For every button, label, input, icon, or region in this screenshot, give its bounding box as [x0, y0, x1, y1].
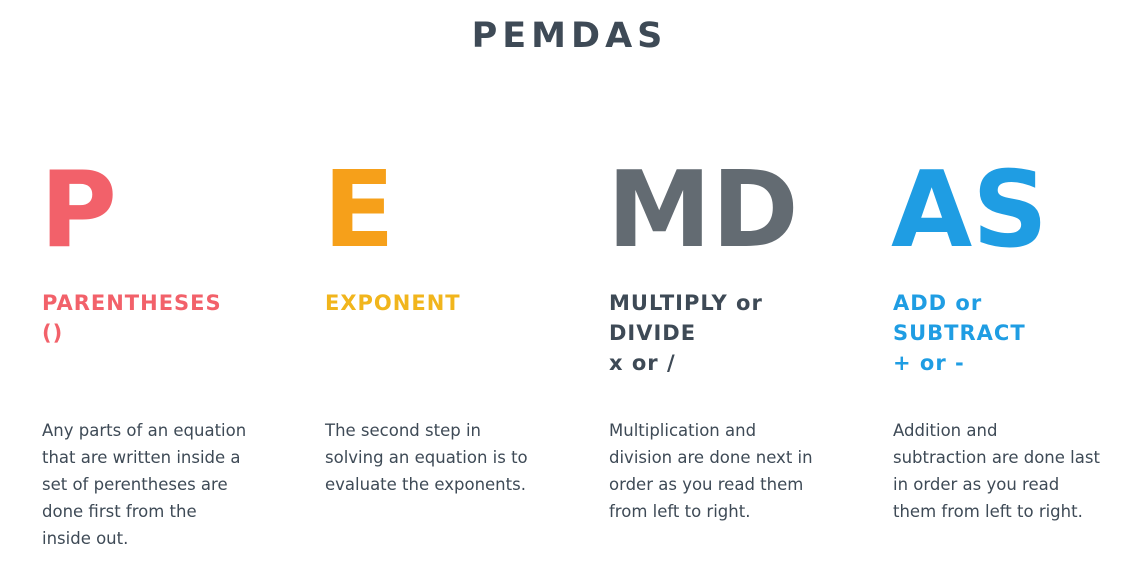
- multiply-divide-letters: MD: [607, 149, 799, 271]
- parentheses-letter: P: [40, 149, 117, 271]
- exponent-description: The second step in solving an equation i…: [325, 421, 528, 494]
- page-title: PEMDAS: [471, 16, 668, 56]
- exponent-letter: E: [323, 149, 395, 271]
- multiply-divide-description: Multiplication and division are done nex…: [609, 421, 813, 521]
- add-subtract-letters: AS: [891, 149, 1048, 271]
- exponent-column: E EXPONENT The second step in solving an…: [323, 149, 593, 495]
- exponent-heading: EXPONENT: [325, 291, 461, 315]
- parentheses-description: Any parts of an equation that are writte…: [42, 421, 247, 548]
- multiply-divide-column: MD MULTIPLY or DIVIDE x or / Multiplicat…: [607, 149, 877, 522]
- add-subtract-heading: ADD or SUBTRACT + or -: [893, 291, 1026, 375]
- parentheses-heading: PARENTHESES (): [42, 291, 222, 345]
- parentheses-column: P PARENTHESES () Any parts of an equatio…: [40, 149, 310, 549]
- add-subtract-column: AS ADD or SUBTRACT + or - Addition and s…: [891, 149, 1139, 522]
- multiply-divide-heading: MULTIPLY or DIVIDE x or /: [609, 291, 763, 375]
- add-subtract-description: Addition and subtraction are done last i…: [893, 421, 1100, 521]
